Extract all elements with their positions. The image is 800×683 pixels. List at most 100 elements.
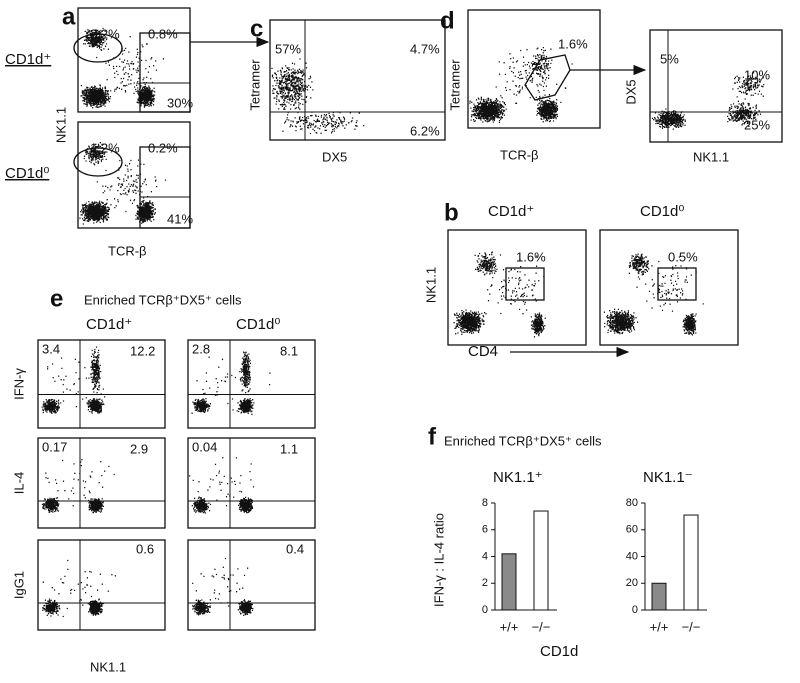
y-tick-label: 80 — [626, 497, 638, 509]
label: 2.2% — [90, 26, 120, 41]
column-label: CD1d⁰ — [640, 203, 684, 220]
label: 1.1 — [280, 441, 298, 456]
label: 0.04 — [192, 439, 217, 454]
axis-label: Tetramer — [247, 59, 262, 111]
bar — [683, 514, 699, 611]
events — [79, 142, 167, 225]
label: 8.1 — [280, 343, 298, 358]
events — [603, 253, 704, 336]
gate — [139, 32, 191, 113]
label: 4.7% — [410, 41, 440, 56]
label: 41% — [167, 211, 193, 226]
label: 25% — [744, 117, 770, 132]
axis-label: NK1.1 — [90, 659, 126, 674]
y-tick-label: 40 — [626, 550, 638, 562]
gate — [505, 267, 545, 301]
label: 5% — [660, 51, 679, 66]
x-tick-label: +/+ — [500, 619, 519, 634]
plot-frame — [187, 539, 316, 631]
events — [191, 351, 271, 415]
plot-frame — [649, 29, 783, 143]
label: 57% — [275, 41, 301, 56]
column-label: CD1d⁰ — [236, 316, 280, 333]
y-tick-label: 0 — [632, 604, 638, 616]
column-label: CD1d⁺ — [488, 203, 534, 220]
axis-label: TCR-β — [108, 243, 147, 258]
gate — [73, 147, 123, 177]
gate — [657, 267, 697, 301]
axis-label: CD1d — [540, 643, 578, 660]
events — [41, 346, 106, 415]
events — [192, 557, 254, 617]
events — [469, 46, 573, 124]
plot-frame — [187, 339, 316, 429]
events — [453, 251, 546, 338]
axis-label: IgG1 — [11, 571, 26, 599]
gate — [73, 33, 123, 63]
axis-label: DX5 — [322, 149, 347, 164]
bar — [501, 553, 517, 611]
row-label: CD1d⁺ — [5, 51, 51, 68]
plot-frame — [37, 437, 166, 529]
events — [41, 458, 115, 514]
axis-label: IFN-γ : IL-4 ratio — [431, 513, 446, 607]
axis-label: NK1.1 — [423, 267, 438, 303]
y-tick-label: 8 — [482, 497, 488, 509]
axis-label: NK1.1 — [53, 107, 68, 143]
plot-frame — [37, 539, 166, 631]
plot-frame — [187, 437, 316, 529]
plot-frame — [447, 229, 587, 346]
label: 3.4 — [42, 341, 60, 356]
plot-frame — [269, 19, 446, 141]
axis-label: NK1.1 — [693, 149, 729, 164]
chart-title: NK1.1⁺ — [493, 469, 543, 486]
y-tick-label: 2 — [482, 577, 488, 589]
axis-label: CD4 — [468, 343, 498, 360]
events — [189, 457, 255, 514]
label: 0.2% — [148, 140, 178, 155]
label: 2.8 — [192, 341, 210, 356]
x-tick-label: −/− — [532, 619, 551, 634]
panel-label: b — [444, 199, 459, 226]
label: 1.6% — [516, 249, 546, 264]
y-tick-label: 60 — [626, 524, 638, 536]
plot-frame — [37, 339, 166, 429]
x-tick-label: −/− — [682, 619, 701, 634]
label: 6.2% — [410, 123, 440, 138]
label: 0.8% — [148, 26, 178, 41]
bar — [651, 582, 667, 611]
gate — [524, 54, 571, 101]
plot-frame — [599, 229, 739, 346]
label: 2.9 — [130, 441, 148, 456]
label: 0.5% — [668, 249, 698, 264]
label: 0.17 — [42, 439, 67, 454]
label: 30% — [167, 95, 193, 110]
label: 0.4 — [286, 541, 304, 556]
events — [42, 559, 116, 618]
y-tick-label: 0 — [482, 604, 488, 616]
panel-title: Enriched TCRβ⁺DX5⁺ cells — [84, 292, 242, 307]
label: 1.6% — [558, 36, 588, 51]
y-tick-label: 6 — [482, 524, 488, 536]
panel-label: d — [440, 7, 455, 34]
axis-label: DX5 — [623, 79, 638, 104]
x-tick-label: +/+ — [650, 619, 669, 634]
panel-label: f — [428, 423, 437, 450]
panel-label: c — [250, 15, 263, 42]
column-label: CD1d⁺ — [86, 316, 132, 333]
label: 12.2 — [130, 343, 155, 358]
gate — [139, 146, 191, 229]
panel-label: a — [62, 3, 76, 30]
panel-label: e — [50, 285, 63, 312]
axis-label: IL-4 — [11, 472, 26, 494]
label: 0.6 — [136, 541, 154, 556]
label: 10% — [744, 67, 770, 82]
plot-frame — [467, 9, 601, 129]
chart-title: NK1.1⁻ — [643, 469, 693, 486]
y-tick-label: 4 — [482, 550, 488, 562]
y-tick-label: 20 — [626, 577, 638, 589]
panel-title: Enriched TCRβ⁺DX5⁺ cells — [444, 433, 602, 448]
axis-label: Tetramer — [447, 59, 462, 111]
axis-label: TCR-β — [500, 147, 539, 162]
